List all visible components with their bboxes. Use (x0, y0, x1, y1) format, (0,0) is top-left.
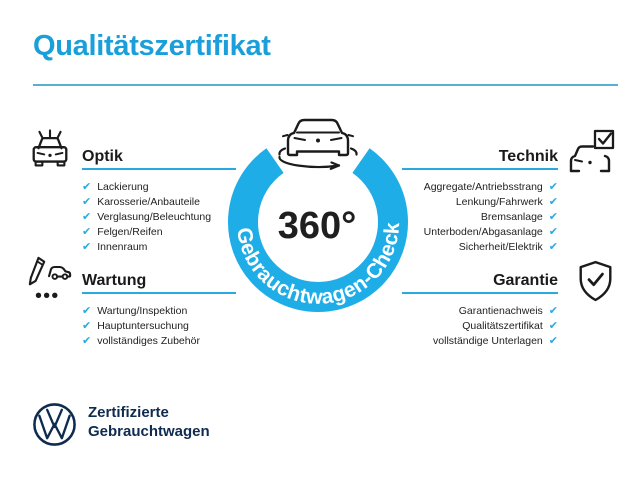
check-icon: ✔ (548, 319, 558, 332)
check-item: Sicherheit/Elektrik ✔ (360, 239, 558, 254)
check-item: Aggregate/Antriebsstrang ✔ (360, 179, 558, 194)
check-icon: ✔ (82, 240, 92, 253)
check-item: ✔ vollständiges Zubehör (82, 333, 200, 348)
check-item: ✔ Felgen/Reifen (82, 224, 211, 239)
check-item: ✔ Verglasung/Beleuchtung (82, 209, 211, 224)
checklist-wartung: ✔ Wartung/Inspektion ✔ Hauptuntersuchung ✔ vo… (82, 303, 200, 348)
360-check-badge: Gebrauchtwagen-Check 360° (228, 118, 408, 312)
checklist-technik: Aggregate/Antriebsstrang ✔ Lenkung/Fahrwer… (360, 179, 558, 254)
check-icon: ✔ (82, 304, 92, 317)
title-divider (33, 84, 618, 86)
check-icon: ✔ (82, 319, 92, 332)
check-item: ✔ Wartung/Inspektion (82, 303, 200, 318)
section-rule-optik (82, 168, 236, 170)
check-icon: ✔ (548, 210, 558, 223)
check-item: ✔ Lackierung (82, 179, 211, 194)
check-item: ✔ Innenraum (82, 239, 211, 254)
badge-degree-label: 360° (278, 205, 357, 247)
check-icon: ✔ (548, 225, 558, 238)
check-item-label: Unterboden/Abgasanlage (423, 225, 543, 238)
check-item: ✔ Karosserie/Anbauteile (82, 194, 211, 209)
check-item-label: vollständiges Zubehör (97, 334, 200, 347)
check-icon: ✔ (548, 304, 558, 317)
check-icon: ✔ (82, 180, 92, 193)
car-front-rotation-icon (278, 118, 358, 170)
footer-brand-line2: Gebrauchtwagen (88, 423, 210, 440)
check-item-label: vollständige Unterlagen (433, 334, 543, 347)
check-icon: ✔ (82, 334, 92, 347)
check-icon: ✔ (548, 240, 558, 253)
check-item-label: Sicherheit/Elektrik (458, 240, 543, 253)
check-item-label: Bremsanlage (480, 210, 543, 223)
check-item: Bremsanlage ✔ (360, 209, 558, 224)
check-item-label: Innenraum (97, 240, 148, 253)
check-item: Garantienachweis ✔ (360, 303, 558, 318)
page-title: Qualitätszertifikat (33, 30, 271, 62)
check-item-label: Karosserie/Anbauteile (97, 195, 200, 208)
check-icon: ✔ (548, 180, 558, 193)
check-item: Unterboden/Abgasanlage ✔ (360, 224, 558, 239)
section-title-wartung: Wartung (82, 272, 147, 289)
check-item-label: Qualitätszertifikat (462, 319, 543, 332)
check-icon: ✔ (82, 225, 92, 238)
footer-brand-text: Zertifizierte Gebrauchtwagen (88, 403, 210, 441)
section-rule-garantie (402, 292, 558, 294)
check-item-label: Felgen/Reifen (97, 225, 163, 238)
check-item-label: Garantienachweis (458, 304, 543, 317)
check-item-label: Hauptuntersuchung (97, 319, 189, 332)
footer-brand-line1: Zertifizierte (88, 404, 169, 421)
check-item-label: Wartung/Inspektion (97, 304, 188, 317)
check-item: ✔ Hauptuntersuchung (82, 318, 200, 333)
check-item: Qualitätszertifikat ✔ (360, 318, 558, 333)
section-title-optik: Optik (82, 148, 123, 165)
check-icon: ✔ (82, 210, 92, 223)
checklist-optik: ✔ Lackierung ✔ Karosserie/Anbauteile ✔ Vergla… (82, 179, 211, 254)
car-shine-icon (27, 129, 73, 175)
car-checkbox-icon (564, 129, 618, 177)
section-rule-wartung (82, 292, 236, 294)
check-item: Lenkung/Fahrwerk ✔ (360, 194, 558, 209)
vw-logo (31, 401, 78, 448)
shield-check-icon (577, 259, 614, 304)
section-title-technik: Technik (498, 148, 558, 165)
check-item: vollständige Unterlagen ✔ (360, 333, 558, 348)
service-checklist-icon (26, 255, 74, 303)
check-icon: ✔ (82, 195, 92, 208)
check-item-label: Aggregate/Antriebsstrang (423, 180, 543, 193)
check-icon: ✔ (548, 195, 558, 208)
check-icon: ✔ (548, 334, 558, 347)
section-title-garantie: Garantie (493, 272, 558, 289)
check-item-label: Lackierung (97, 180, 149, 193)
badge-ring (228, 148, 408, 312)
checklist-garantie: Garantienachweis ✔ Qualitätszertifikat ✔ vol… (360, 303, 558, 348)
section-rule-technik (402, 168, 558, 170)
check-item-label: Lenkung/Fahrwerk (455, 195, 543, 208)
check-item-label: Verglasung/Beleuchtung (97, 210, 212, 223)
